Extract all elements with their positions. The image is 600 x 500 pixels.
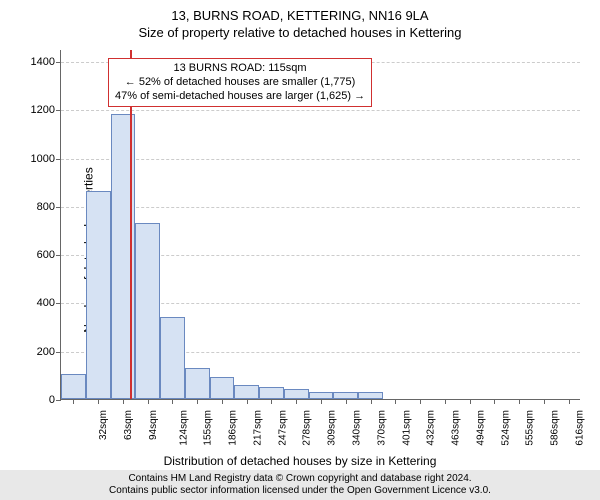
x-tick-label: 340sqm [352,410,363,446]
x-tick-mark [445,399,446,404]
y-tick-label: 1400 [15,56,55,68]
x-tick-mark [148,399,149,404]
x-tick-label: 370sqm [376,410,387,446]
footer-line-1: Contains HM Land Registry data © Crown c… [0,473,600,485]
x-tick-mark [420,399,421,404]
x-tick-label: 94sqm [148,410,159,440]
x-tick-mark [470,399,471,404]
x-axis-label: Distribution of detached houses by size … [0,454,600,468]
histogram-bar [135,223,160,399]
y-tick-label: 800 [15,201,55,213]
y-tick-mark [56,159,61,160]
x-tick-mark [321,399,322,404]
x-tick-mark [247,399,248,404]
x-tick-mark [123,399,124,404]
y-tick-label: 200 [15,346,55,358]
callout-line-3: 47% of semi-detached houses are larger (… [115,90,365,104]
x-tick-mark [271,399,272,404]
histogram-bar [234,385,259,399]
title-line-1: 13, BURNS ROAD, KETTERING, NN16 9LA [0,8,600,25]
histogram-bar [86,191,111,399]
gridline [61,110,580,111]
x-tick-mark [544,399,545,404]
histogram-bar [185,368,210,399]
y-tick-label: 400 [15,297,55,309]
callout-line-1: 13 BURNS ROAD: 115sqm [115,62,365,76]
x-tick-mark [494,399,495,404]
histogram-bar [61,374,86,399]
gridline [61,159,580,160]
x-tick-label: 463sqm [451,410,462,446]
y-tick-mark [56,303,61,304]
x-tick-mark [98,399,99,404]
histogram-bar [333,392,358,399]
y-tick-mark [56,352,61,353]
title-line-2: Size of property relative to detached ho… [0,25,600,42]
histogram-bar [358,392,383,399]
x-tick-label: 32sqm [98,410,109,440]
x-tick-mark [569,399,570,404]
footer: Contains HM Land Registry data © Crown c… [0,470,600,500]
x-tick-label: 155sqm [203,410,214,446]
x-tick-mark [371,399,372,404]
footer-line-2: Contains public sector information licen… [0,485,600,497]
x-tick-mark [519,399,520,404]
y-tick-label: 1200 [15,104,55,116]
x-tick-label: 586sqm [550,410,561,446]
histogram-bar [284,389,309,399]
x-tick-label: 616sqm [574,410,585,446]
histogram-bar [111,114,136,399]
x-tick-mark [197,399,198,404]
y-tick-mark [56,62,61,63]
x-tick-label: 494sqm [475,410,486,446]
y-tick-label: 1000 [15,153,55,165]
gridline [61,207,580,208]
histogram-bar [309,392,334,399]
x-tick-mark [395,399,396,404]
y-tick-mark [56,255,61,256]
x-tick-label: 247sqm [277,410,288,446]
x-tick-label: 524sqm [500,410,511,446]
histogram-bar [210,377,235,399]
callout-box: 13 BURNS ROAD: 115sqm ← 52% of detached … [108,58,372,107]
x-tick-label: 432sqm [426,410,437,446]
callout-line-2: ← 52% of detached houses are smaller (1,… [115,76,365,90]
x-tick-label: 63sqm [123,410,134,440]
y-tick-mark [56,400,61,401]
x-tick-label: 217sqm [253,410,264,446]
x-tick-mark [346,399,347,404]
x-tick-mark [296,399,297,404]
x-tick-label: 186sqm [228,410,239,446]
histogram-bar [259,387,284,399]
y-tick-mark [56,110,61,111]
x-tick-label: 278sqm [302,410,313,446]
title-block: 13, BURNS ROAD, KETTERING, NN16 9LA Size… [0,0,600,42]
chart-outer: 13 BURNS ROAD: 115sqm ← 52% of detached … [60,50,580,400]
y-tick-label: 600 [15,249,55,261]
x-tick-label: 124sqm [178,410,189,446]
chart-container: 13, BURNS ROAD, KETTERING, NN16 9LA Size… [0,0,600,500]
y-tick-label: 0 [15,394,55,406]
x-tick-mark [222,399,223,404]
x-tick-label: 309sqm [327,410,338,446]
x-tick-label: 401sqm [401,410,412,446]
y-tick-mark [56,207,61,208]
x-tick-label: 555sqm [525,410,536,446]
histogram-bar [160,317,185,399]
x-tick-mark [73,399,74,404]
x-tick-mark [172,399,173,404]
